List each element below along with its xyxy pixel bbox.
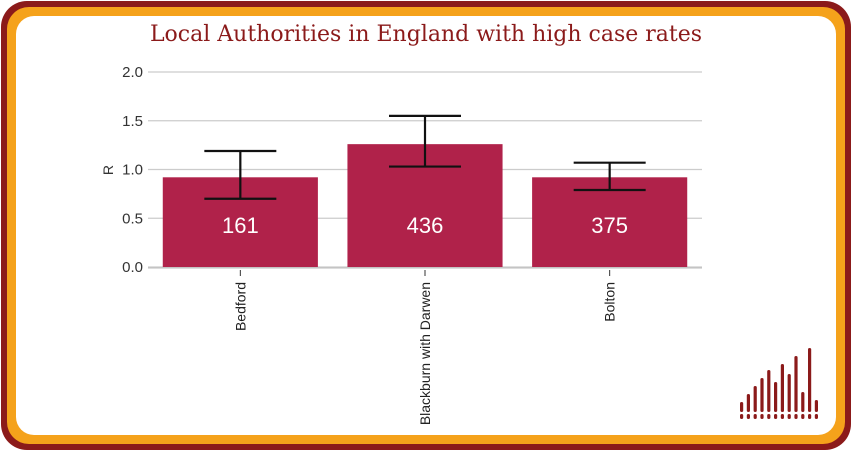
category-label: Bolton — [602, 282, 618, 322]
bar — [532, 177, 688, 267]
logo-bar-base — [760, 414, 764, 419]
logo-bar-base — [808, 414, 812, 419]
logo-bar-base — [794, 414, 798, 419]
logo-bar-base — [753, 414, 757, 419]
logo-bar — [801, 392, 805, 412]
logo-bar — [780, 364, 784, 412]
chart-title: Local Authorities in England with high c… — [149, 22, 703, 47]
error-bars — [204, 114, 646, 200]
y-tick-label: 0.5 — [122, 210, 143, 227]
logo-bar — [753, 386, 757, 412]
logo-bar-base — [787, 414, 791, 419]
logo-bar — [794, 356, 798, 412]
y-tick-label: 2.0 — [122, 64, 143, 81]
category-label: Blackburn with Darwen — [417, 282, 433, 425]
logo-bar — [746, 394, 750, 412]
logo-bar — [774, 382, 778, 412]
category-labels: Bedford Blackburn with Darwen Bolton — [232, 270, 618, 425]
logo-bar — [740, 402, 744, 412]
data-labels: 161 436 375 — [222, 213, 628, 238]
logo-bar-base — [746, 414, 750, 419]
y-axis-label: R — [100, 165, 116, 175]
logo-bar-base — [801, 414, 805, 419]
y-tick-label: 1.5 — [122, 113, 143, 130]
data-label: 375 — [591, 213, 628, 238]
logo-bar-base — [740, 414, 744, 419]
category-label: Bedford — [232, 282, 248, 331]
logo-bar-base — [767, 414, 771, 419]
data-label: 436 — [407, 213, 444, 238]
logo-bar-base — [774, 414, 778, 419]
logo-bar — [814, 400, 818, 412]
logo-bar — [767, 370, 771, 412]
logo-bar-base — [814, 414, 818, 419]
logo-bar — [787, 374, 791, 412]
data-label: 161 — [222, 213, 259, 238]
logo-bar — [808, 348, 812, 412]
y-axis-ticks: 0.0 0.5 1.0 1.5 2.0 — [122, 64, 143, 276]
logo-bar — [760, 378, 764, 412]
logo-icon — [740, 348, 818, 419]
y-tick-label: 1.0 — [122, 162, 143, 179]
y-tick-label: 0.0 — [122, 259, 143, 276]
logo-bar-base — [780, 414, 784, 419]
